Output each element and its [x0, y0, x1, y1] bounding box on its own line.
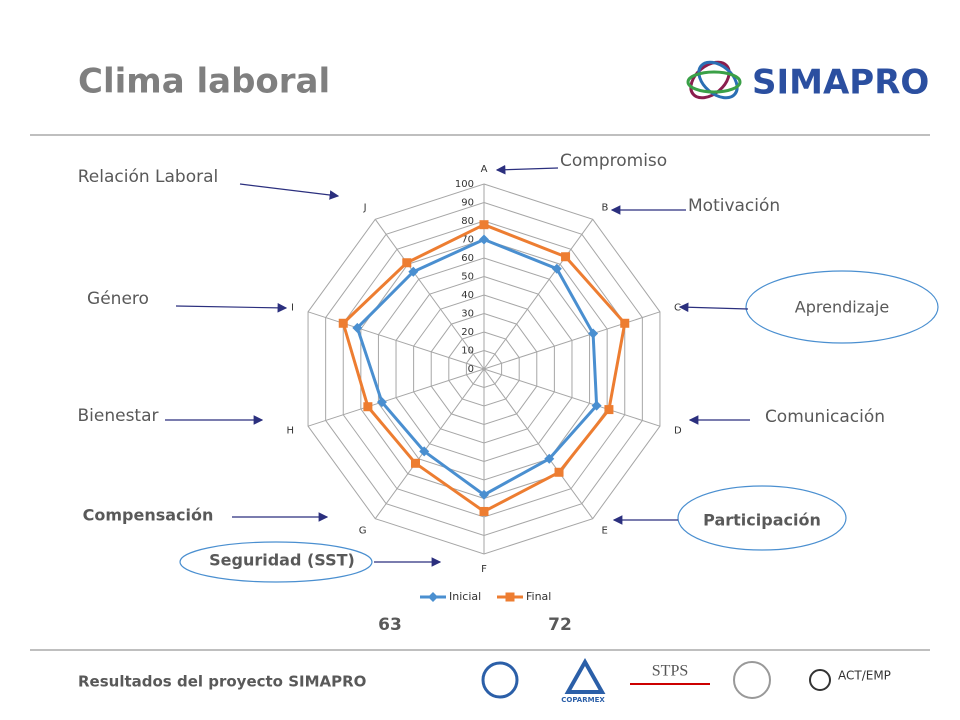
- marker: [363, 402, 373, 412]
- pointer-arrow: [239, 183, 340, 200]
- highlight-ellipse: [179, 541, 373, 583]
- legend-marker: [428, 592, 438, 602]
- spoke: [307, 368, 485, 427]
- marker: [352, 322, 363, 333]
- category-label: B: [601, 202, 608, 213]
- annotation: Seguridad (SST): [209, 551, 355, 570]
- marker: [419, 446, 430, 457]
- marker: [402, 258, 412, 268]
- r-tick-label: 60: [461, 253, 474, 264]
- footer-logos: COPARMEX STPS ACT/EMP: [481, 657, 891, 704]
- logo-mark: [686, 60, 742, 100]
- logo-text: SIMAPRO: [752, 63, 929, 103]
- spoke: [307, 311, 485, 370]
- r-tick-label: 30: [461, 309, 474, 320]
- r-tick-label: 10: [461, 346, 474, 357]
- pointer-arrow: [495, 164, 559, 175]
- category-label: A: [481, 164, 488, 175]
- highlight-ellipse: [677, 485, 847, 551]
- category-label: I: [291, 302, 294, 313]
- marker: [620, 318, 630, 328]
- spoke: [374, 368, 485, 519]
- slide-title: Clima laboral: [78, 62, 330, 102]
- annotation: 63: [378, 615, 402, 635]
- r-tick-label: 90: [461, 198, 474, 209]
- legend-label: Final: [526, 590, 551, 603]
- marker: [408, 266, 419, 277]
- marker: [561, 252, 571, 262]
- annotation: Comunicación: [765, 407, 885, 427]
- marker: [588, 328, 599, 339]
- annotation: Compensación: [83, 506, 214, 525]
- category-label: J: [363, 202, 367, 213]
- marker: [591, 400, 602, 411]
- marker: [551, 263, 562, 274]
- spoke: [483, 219, 594, 370]
- spoke: [483, 368, 661, 427]
- marker: [410, 458, 420, 468]
- annotation: Bienestar: [77, 406, 158, 426]
- marker: [544, 453, 555, 464]
- highlight-ellipse: [745, 270, 939, 344]
- annotation: Género: [87, 289, 149, 309]
- pointer-arrow: [175, 303, 288, 313]
- legend-marker: [505, 592, 515, 602]
- marker: [554, 467, 564, 477]
- legend-label: Inicial: [449, 590, 481, 603]
- annotation: Aprendizaje: [795, 298, 889, 317]
- annotation: 72: [548, 615, 572, 635]
- marker: [479, 234, 489, 245]
- marker: [604, 405, 614, 415]
- annotation: Participación: [703, 511, 821, 530]
- annotation: Compromiso: [560, 151, 667, 171]
- marker: [376, 397, 387, 408]
- annotation: Relación Laboral: [78, 167, 219, 187]
- category-label: H: [286, 426, 294, 437]
- r-tick-label: 100: [455, 179, 474, 190]
- category-label: C: [674, 302, 681, 313]
- spoke: [374, 219, 485, 370]
- category-label: F: [481, 564, 487, 575]
- r-tick-label: 0: [468, 364, 474, 375]
- marker: [338, 318, 348, 328]
- r-tick-label: 20: [461, 327, 474, 338]
- marker: [479, 506, 489, 516]
- r-tick-label: 40: [461, 290, 474, 301]
- marker: [479, 489, 489, 500]
- marker: [479, 220, 489, 230]
- category-label: D: [674, 426, 682, 437]
- spoke: [483, 311, 661, 370]
- r-tick-label: 50: [461, 272, 474, 283]
- r-tick-label: 70: [461, 235, 474, 246]
- pointer-arrow: [678, 302, 749, 313]
- spoke: [483, 368, 594, 519]
- category-label: G: [359, 526, 367, 537]
- logo-actemp: ACT/EMP: [838, 669, 891, 683]
- logo-stps: STPS: [652, 663, 688, 680]
- logo-coparmex: COPARMEX: [561, 696, 605, 704]
- r-tick-label: 80: [461, 216, 474, 227]
- annotation: Motivación: [688, 196, 780, 216]
- category-label: E: [601, 526, 607, 537]
- footer: Resultados del proyecto SIMAPRO: [78, 673, 366, 691]
